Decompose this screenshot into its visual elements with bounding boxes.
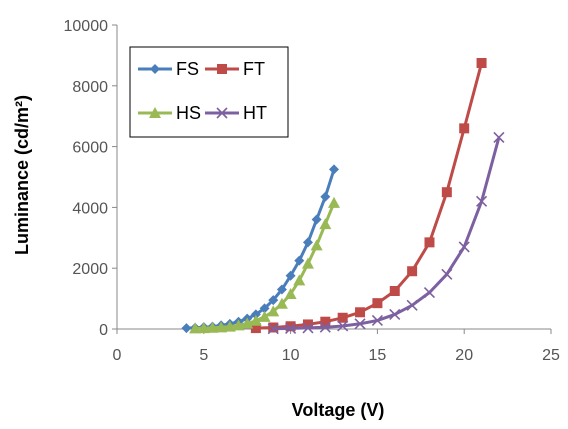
x-tick-label: 10 bbox=[282, 347, 300, 364]
data-point-fs bbox=[259, 303, 270, 314]
data-point-fs bbox=[276, 284, 287, 295]
plot-area bbox=[181, 58, 505, 335]
data-point-fs bbox=[250, 309, 261, 320]
x-axis-title: Voltage (V) bbox=[292, 400, 385, 420]
data-point-ft bbox=[337, 312, 348, 323]
data-point-hs bbox=[301, 257, 314, 269]
data-point-ft bbox=[250, 323, 261, 334]
data-point-ht bbox=[475, 195, 488, 207]
data-point-hs bbox=[223, 320, 236, 332]
legend-box bbox=[129, 46, 289, 138]
data-point-ft bbox=[459, 123, 470, 134]
data-point-hs bbox=[275, 297, 288, 309]
x-tick-label: 25 bbox=[542, 347, 560, 364]
data-point-ht bbox=[423, 286, 436, 299]
data-point-fs bbox=[181, 323, 192, 334]
legend: FS FT HS HT bbox=[129, 46, 289, 138]
data-point-ft bbox=[424, 237, 435, 248]
data-point-ht bbox=[371, 314, 383, 327]
legend-item-ft: FT bbox=[205, 59, 265, 79]
data-point-hs bbox=[197, 322, 210, 334]
legend-label: FT bbox=[243, 59, 265, 79]
data-point-hs bbox=[215, 321, 228, 333]
data-point-hs bbox=[206, 321, 219, 333]
data-point-ft bbox=[441, 187, 452, 198]
data-point-hs bbox=[267, 305, 280, 317]
data-point-fs bbox=[311, 214, 322, 225]
legend-marker bbox=[216, 107, 228, 119]
y-tick-label: 8000 bbox=[72, 79, 108, 96]
data-point-hs bbox=[310, 239, 323, 251]
y-tick-label: 10000 bbox=[64, 18, 109, 35]
data-point-hs bbox=[293, 274, 306, 286]
data-point-ft bbox=[302, 319, 313, 330]
data-point-hs bbox=[258, 310, 271, 322]
data-point-ht bbox=[441, 268, 453, 280]
data-point-ft bbox=[372, 298, 383, 309]
data-point-ft bbox=[355, 307, 366, 318]
series-line-ht bbox=[273, 137, 501, 331]
legend-item-hs: HS bbox=[138, 103, 201, 123]
data-point-ht bbox=[319, 321, 331, 333]
data-point-hs bbox=[189, 322, 202, 334]
legend-label: FS bbox=[176, 59, 199, 79]
tick-labels: 0 2000 4000 6000 8000 10000 0 5 10 15 20 25 bbox=[64, 18, 561, 364]
data-point-ht bbox=[389, 308, 401, 320]
y-tick-label: 6000 bbox=[72, 140, 108, 157]
data-point-ft bbox=[407, 266, 418, 277]
data-point-ht bbox=[493, 131, 505, 144]
data-point-hs bbox=[328, 196, 340, 208]
data-point-fs bbox=[320, 191, 331, 202]
data-point-fs bbox=[302, 237, 313, 248]
data-point-fs bbox=[329, 164, 339, 175]
data-point-ht bbox=[302, 322, 314, 334]
data-point-ft bbox=[476, 58, 487, 68]
y-axis-title: Luminance (cd/m²) bbox=[12, 95, 32, 255]
legend-marker bbox=[217, 64, 227, 74]
data-point-hs bbox=[232, 319, 245, 331]
y-tick-label: 2000 bbox=[72, 261, 108, 278]
data-point-hs bbox=[319, 218, 332, 230]
data-point-ht bbox=[337, 320, 349, 332]
x-tick-label: 20 bbox=[455, 347, 473, 364]
x-tick-label: 0 bbox=[113, 347, 122, 364]
y-tick-label: 0 bbox=[99, 322, 108, 339]
legend-label: HS bbox=[176, 103, 201, 123]
data-point-hs bbox=[249, 314, 262, 326]
y-tick-label: 4000 bbox=[72, 200, 108, 217]
data-point-fs bbox=[268, 295, 279, 306]
data-point-ft bbox=[389, 286, 400, 296]
x-tick-label: 5 bbox=[199, 347, 208, 364]
data-point-ht bbox=[354, 318, 366, 330]
legend-label: HT bbox=[243, 103, 267, 123]
data-point-ht bbox=[406, 299, 418, 311]
data-point-ft bbox=[285, 321, 296, 332]
data-point-ft bbox=[320, 316, 331, 327]
x-tick-label: 15 bbox=[369, 347, 387, 364]
legend-item-fs: FS bbox=[138, 59, 199, 79]
data-point-ht bbox=[285, 322, 297, 334]
data-point-ht bbox=[267, 323, 279, 335]
legend-marker bbox=[149, 107, 161, 118]
legend-marker bbox=[150, 64, 160, 74]
data-point-fs bbox=[294, 255, 305, 266]
legend-item-ht: HT bbox=[205, 103, 267, 123]
data-point-ht bbox=[458, 241, 470, 253]
data-point-hs bbox=[284, 288, 297, 300]
data-point-fs bbox=[285, 270, 296, 281]
